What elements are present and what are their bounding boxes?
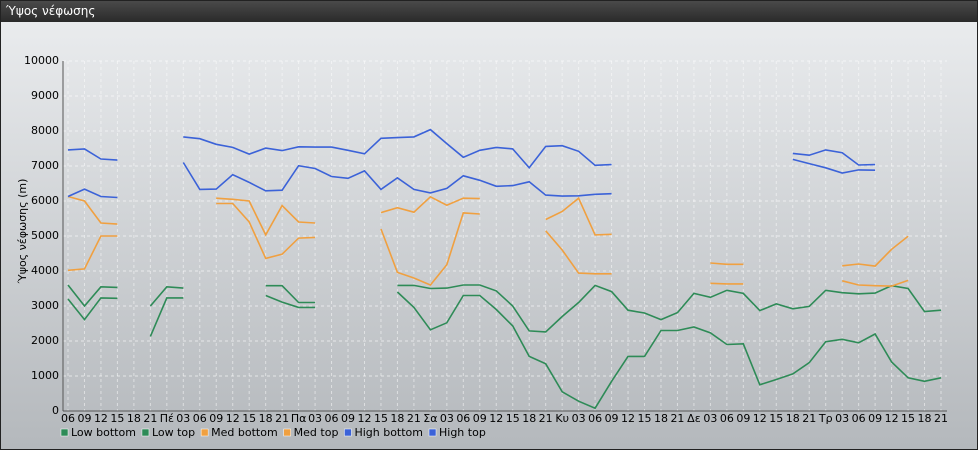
x-tick-label: 09 bbox=[209, 412, 223, 425]
series-line bbox=[67, 291, 942, 410]
series-line bbox=[67, 128, 876, 170]
x-tick-label: 15 bbox=[242, 412, 256, 425]
legend-swatch bbox=[344, 428, 352, 437]
x-tick-label: 09 bbox=[605, 412, 619, 425]
legend-swatch bbox=[200, 428, 209, 437]
x-tick-label: 03 bbox=[176, 412, 190, 425]
series-line bbox=[67, 195, 909, 267]
legend-swatch bbox=[141, 428, 150, 437]
x-tick-label: 06 bbox=[325, 412, 339, 425]
y-axis-label: Ύψος νέφωσης (m) bbox=[16, 179, 29, 285]
x-tick-label: 21 bbox=[143, 412, 157, 425]
x-tick-label: 18 bbox=[127, 412, 141, 425]
x-tick-label: 18 bbox=[259, 412, 273, 425]
x-tick-label: 03 bbox=[572, 412, 586, 425]
legend-swatch bbox=[60, 428, 69, 437]
x-tick-label: 12 bbox=[489, 412, 503, 425]
x-tick-label: 06 bbox=[193, 412, 207, 425]
x-tick-label: Πα bbox=[291, 412, 307, 425]
legend-label: Low top bbox=[152, 426, 195, 439]
legend-label: High top bbox=[439, 426, 486, 439]
x-tick-label: 12 bbox=[885, 412, 899, 425]
y-tick-label: 6000 bbox=[31, 194, 59, 207]
y-tick-label: 0 bbox=[52, 404, 59, 417]
x-tick-label: Πέ bbox=[160, 412, 174, 425]
x-tick-label: 03 bbox=[440, 412, 454, 425]
y-tick-label: 4000 bbox=[31, 264, 59, 277]
legend-label: Med bottom bbox=[211, 426, 278, 439]
x-tick-label: 03 bbox=[835, 412, 849, 425]
x-tick-label: 09 bbox=[77, 412, 91, 425]
x-tick-label: Σα bbox=[423, 412, 437, 425]
x-tick-label: 18 bbox=[390, 412, 404, 425]
x-tick-label: Δε bbox=[687, 412, 701, 425]
x-tick-label: 15 bbox=[374, 412, 388, 425]
legend-label: High bottom bbox=[354, 426, 423, 439]
x-tick-label: 12 bbox=[621, 412, 635, 425]
legend-swatch bbox=[283, 428, 291, 437]
x-tick-label: 21 bbox=[934, 412, 948, 425]
x-tick-label: 06 bbox=[588, 412, 602, 425]
x-tick-label: 21 bbox=[802, 412, 816, 425]
y-tick-label: 9000 bbox=[31, 89, 59, 102]
x-tick-label: 12 bbox=[753, 412, 767, 425]
x-tick-label: 12 bbox=[94, 412, 108, 425]
x-tick-label: 06 bbox=[61, 412, 75, 425]
x-tick-label: 18 bbox=[918, 412, 932, 425]
x-tick-label: 18 bbox=[786, 412, 800, 425]
x-tick-label: 06 bbox=[456, 412, 470, 425]
x-tick-label: 21 bbox=[670, 412, 684, 425]
series-line bbox=[67, 202, 909, 287]
x-tick-label: 15 bbox=[638, 412, 652, 425]
x-tick-label: 18 bbox=[522, 412, 536, 425]
x-tick-label: 18 bbox=[654, 412, 668, 425]
y-tick-label: 7000 bbox=[31, 159, 59, 172]
x-tick-label: 03 bbox=[308, 412, 322, 425]
x-tick-label: 15 bbox=[110, 412, 124, 425]
legend-swatch bbox=[428, 428, 437, 437]
x-tick-label: 09 bbox=[868, 412, 882, 425]
x-tick-label: 06 bbox=[852, 412, 866, 425]
x-tick-label: 12 bbox=[357, 412, 371, 425]
x-tick-label: 06 bbox=[720, 412, 734, 425]
x-tick-label: 21 bbox=[407, 412, 421, 425]
x-tick-label: Τρ bbox=[818, 412, 833, 425]
x-tick-label: 09 bbox=[341, 412, 355, 425]
x-tick-label: 15 bbox=[506, 412, 520, 425]
y-tick-label: 5000 bbox=[31, 229, 59, 242]
chart: Ύψος νέφωσης (m) 0 1000 2000 3000 4000 5000 60… bbox=[16, 54, 948, 439]
y-tick-label: 10000 bbox=[24, 54, 59, 67]
x-tick-label: 12 bbox=[226, 412, 240, 425]
y-tick-label: 8000 bbox=[31, 124, 59, 137]
y-tick-label: 3000 bbox=[31, 299, 59, 312]
x-tick-label: 09 bbox=[473, 412, 487, 425]
x-tick-label: 03 bbox=[703, 412, 717, 425]
x-tick-label: 21 bbox=[275, 412, 289, 425]
legend-label: Low bottom bbox=[71, 426, 136, 439]
legend-label: Med top bbox=[294, 426, 339, 439]
x-tick-label: 15 bbox=[769, 412, 783, 425]
x-tick-label: 21 bbox=[539, 412, 553, 425]
x-tick-label: 15 bbox=[901, 412, 915, 425]
y-tick-label: 2000 bbox=[31, 334, 59, 347]
x-tick-label: 09 bbox=[736, 412, 750, 425]
series-line bbox=[67, 284, 942, 333]
x-tick-label: Κυ bbox=[555, 412, 569, 425]
title-bar: Ύψος νέφωσης bbox=[1, 1, 977, 22]
y-tick-label: 1000 bbox=[31, 369, 59, 382]
series-line bbox=[67, 158, 876, 199]
